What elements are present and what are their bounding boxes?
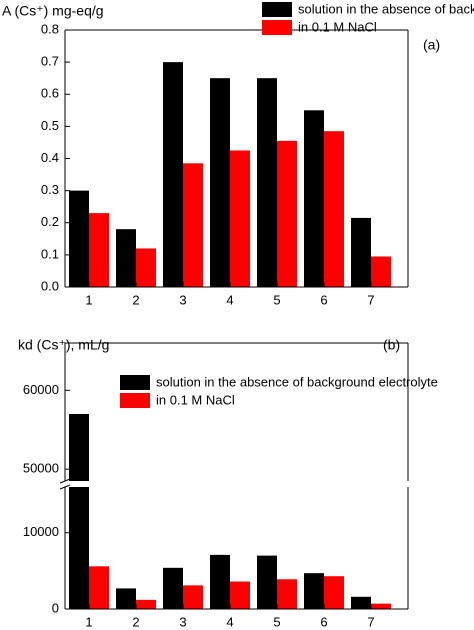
legend-swatch (262, 2, 292, 17)
bar (304, 573, 324, 609)
bar (324, 131, 344, 287)
panel-label: (a) (423, 37, 440, 53)
bar (136, 248, 156, 287)
bar (257, 555, 277, 609)
legend-label: in 0.1 M NaCl (298, 19, 377, 34)
y-axis-title: kd (Cs⁺), mL/g (18, 337, 109, 353)
legend-label: solution in the absence of background el… (298, 1, 474, 16)
bar (163, 62, 183, 287)
x-tick-label: 6 (320, 292, 327, 307)
bar (324, 576, 344, 609)
x-tick-label: 4 (226, 614, 233, 629)
bar (116, 588, 136, 609)
x-tick-label: 1 (85, 614, 92, 629)
bar (210, 554, 230, 609)
y-axis-title: A (Cs⁺) mg-eq/g (2, 3, 104, 19)
x-tick-label: 5 (273, 292, 280, 307)
x-tick-label: 4 (226, 292, 233, 307)
legend-swatch (262, 20, 292, 35)
bar (210, 78, 230, 287)
bar (277, 140, 297, 287)
y-tick-label: 0.8 (41, 21, 59, 36)
bar (89, 213, 109, 287)
legend-label: solution in the absence of background el… (156, 374, 438, 389)
bar (230, 150, 250, 287)
bar (116, 229, 136, 287)
y-tick-label: 0.3 (41, 182, 59, 197)
x-tick-label: 3 (179, 292, 186, 307)
bar (136, 599, 156, 609)
y-tick-label: 0 (52, 600, 59, 615)
x-tick-label: 2 (132, 614, 139, 629)
legend-swatch (120, 393, 150, 408)
y-tick-label: 0.1 (41, 246, 59, 261)
x-tick-label: 2 (132, 292, 139, 307)
legend-swatch (120, 375, 150, 390)
y-tick-label: 60000 (23, 382, 59, 397)
y-tick-label: 0.4 (41, 150, 59, 165)
bar (371, 603, 391, 609)
axis-break (60, 481, 413, 487)
panel-label: (b) (383, 337, 400, 353)
x-tick-label: 7 (367, 614, 374, 629)
bar (351, 217, 371, 287)
y-tick-label: 0.2 (41, 214, 59, 229)
bar (69, 190, 89, 287)
bar (304, 110, 324, 287)
bar (89, 566, 109, 609)
x-tick-label: 1 (85, 292, 92, 307)
bar (69, 413, 89, 609)
bar (257, 78, 277, 287)
bar (163, 567, 183, 609)
y-tick-label: 0.5 (41, 118, 59, 133)
x-tick-label: 7 (367, 292, 374, 307)
y-tick-label: 50000 (23, 461, 59, 476)
y-tick-label: 10000 (23, 524, 59, 539)
x-tick-label: 3 (179, 614, 186, 629)
bar (277, 579, 297, 609)
y-tick-label: 0.6 (41, 86, 59, 101)
bar (371, 256, 391, 287)
bar (230, 581, 250, 609)
x-tick-label: 5 (273, 614, 280, 629)
bar (183, 585, 203, 609)
y-tick-label: 0.0 (41, 278, 59, 293)
bar (351, 596, 371, 609)
x-tick-label: 6 (320, 614, 327, 629)
legend-label: in 0.1 M NaCl (156, 392, 235, 407)
y-tick-label: 0.7 (41, 54, 59, 69)
bar (183, 163, 203, 287)
